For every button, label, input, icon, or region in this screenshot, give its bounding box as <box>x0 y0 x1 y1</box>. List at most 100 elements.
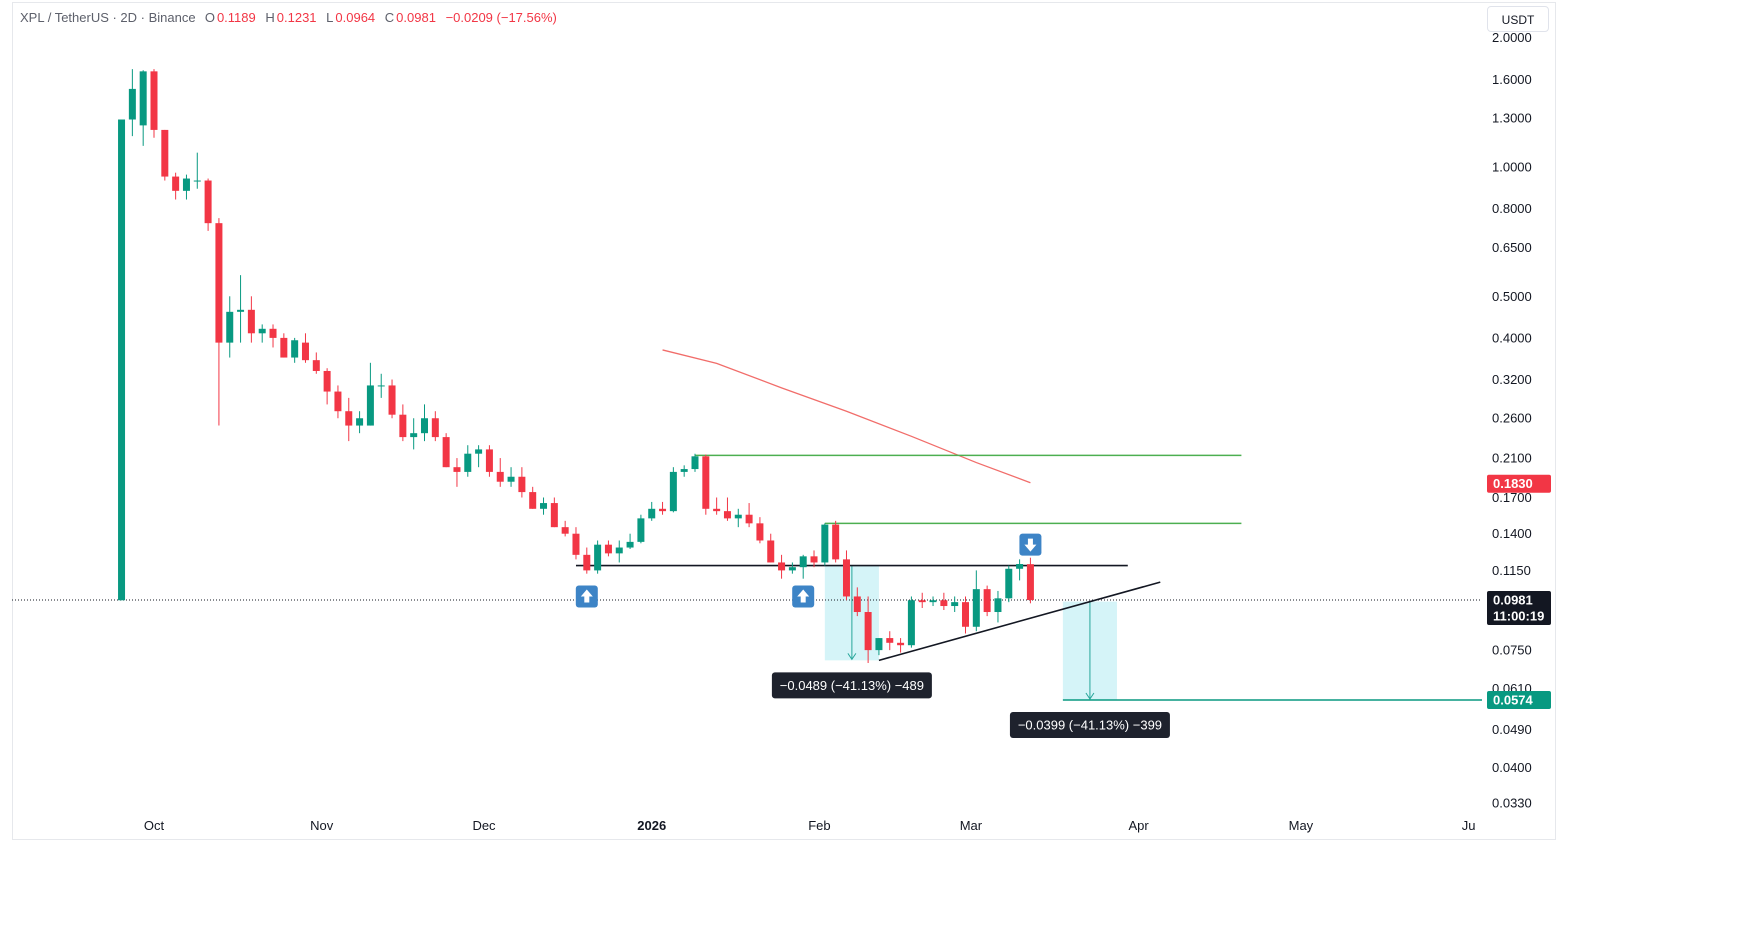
candle-body <box>918 600 926 603</box>
price-tag-label: 0.0574 <box>1493 693 1534 708</box>
candle <box>842 550 850 601</box>
candle <box>648 501 656 521</box>
candle <box>550 497 558 528</box>
x-axis-tick-label: Ju <box>1462 818 1476 833</box>
candle <box>940 592 948 610</box>
candle-body <box>269 328 277 338</box>
candle-body <box>594 544 602 571</box>
symbol-title: XPL / TetherUS · 2D · Binance <box>20 10 196 25</box>
candle <box>626 533 634 549</box>
candle-body <box>182 178 190 191</box>
candle-body <box>388 385 396 415</box>
arrow-up-icon <box>580 589 593 603</box>
candle <box>572 527 580 560</box>
candle <box>356 411 364 434</box>
measure-label-text: −0.0489 (−41.13%) −489 <box>780 678 924 693</box>
candle-body <box>615 547 623 554</box>
y-axis-tick-label: 0.2100 <box>1492 451 1532 466</box>
candle <box>583 547 591 574</box>
candle <box>258 324 266 343</box>
close-label: C <box>384 10 395 25</box>
y-axis-tick-label: 0.6500 <box>1492 240 1532 255</box>
candle <box>918 592 926 609</box>
candle-body <box>864 612 872 651</box>
candle-body <box>669 471 677 512</box>
candle-body <box>1026 564 1034 601</box>
candle <box>291 337 299 363</box>
x-axis-tick-label: 2026 <box>637 818 666 833</box>
candle-body <box>799 556 807 568</box>
candle <box>128 69 136 137</box>
candle-body <box>691 456 699 470</box>
candle-body <box>442 437 450 468</box>
candle-body <box>540 503 548 509</box>
candle <box>951 596 959 613</box>
candle <box>778 554 786 579</box>
y-axis-tick-label: 0.0490 <box>1492 722 1532 737</box>
sell-signal-icon <box>1019 533 1042 556</box>
measure-label-text: −0.0399 (−41.13%) −399 <box>1018 718 1162 733</box>
candle-body <box>929 600 937 603</box>
moving-average-line <box>662 349 1031 484</box>
candle-body <box>907 600 915 646</box>
change-value: −0.0209 (−17.56%) <box>445 10 557 25</box>
y-axis-tick-label: 0.0400 <box>1492 760 1532 775</box>
candle-body <box>713 508 721 512</box>
candle-body <box>1005 568 1013 599</box>
price-tag-bg <box>1487 474 1551 493</box>
y-axis-tick-label: 0.2600 <box>1492 411 1532 426</box>
candle-body <box>366 385 374 426</box>
candle <box>864 596 872 663</box>
y-axis-tick-label: 0.3200 <box>1492 372 1532 387</box>
measure-label: −0.0399 (−41.13%) −399 <box>1009 712 1170 738</box>
candle-body <box>561 527 569 534</box>
candle <box>561 520 569 537</box>
candle <box>150 69 158 138</box>
candle <box>518 467 526 498</box>
measure-arrowhead <box>847 653 857 661</box>
candle <box>821 523 829 566</box>
x-axis-tick-label: May <box>1289 818 1314 833</box>
currency-button[interactable]: USDT <box>1487 6 1549 32</box>
chart-frame <box>12 2 1556 840</box>
candle <box>237 275 245 343</box>
candle <box>615 540 623 563</box>
candle-body <box>464 453 472 472</box>
candle <box>269 324 277 348</box>
y-axis-tick-label: 0.1700 <box>1492 490 1532 505</box>
candle <box>345 397 353 442</box>
candle <box>118 119 126 601</box>
candle-body <box>193 180 201 182</box>
buy-signal-icon <box>792 585 815 608</box>
x-axis-tick-label: Feb <box>808 818 830 833</box>
candle <box>215 218 223 426</box>
x-axis-tick-label: Nov <box>310 818 334 833</box>
candle <box>907 596 915 648</box>
candle-body <box>842 559 850 597</box>
candle-body <box>431 418 439 438</box>
candle <box>853 587 861 617</box>
candle-body <box>723 511 731 519</box>
candle-body <box>680 469 688 472</box>
candle <box>680 465 688 477</box>
y-axis-tick-label: 0.1400 <box>1492 526 1532 541</box>
candle-body <box>994 598 1002 613</box>
candle-body <box>139 71 147 126</box>
candle <box>475 445 483 468</box>
candle <box>962 596 969 634</box>
candle-body <box>356 418 364 426</box>
candle-body <box>756 523 764 541</box>
open-value: 0.1189 <box>216 10 256 25</box>
candle-body <box>204 180 212 224</box>
candle <box>734 508 742 528</box>
candle-body <box>659 508 667 512</box>
price-tag: 0.0574 <box>1487 691 1551 709</box>
candle-body <box>485 449 493 472</box>
candle <box>659 501 667 515</box>
x-axis-tick-label: Oct <box>144 818 165 833</box>
candle <box>421 404 428 442</box>
candle-body <box>832 524 840 560</box>
y-axis-tick-label: 0.0750 <box>1492 643 1532 658</box>
close-value: 0.0981 <box>396 10 436 25</box>
